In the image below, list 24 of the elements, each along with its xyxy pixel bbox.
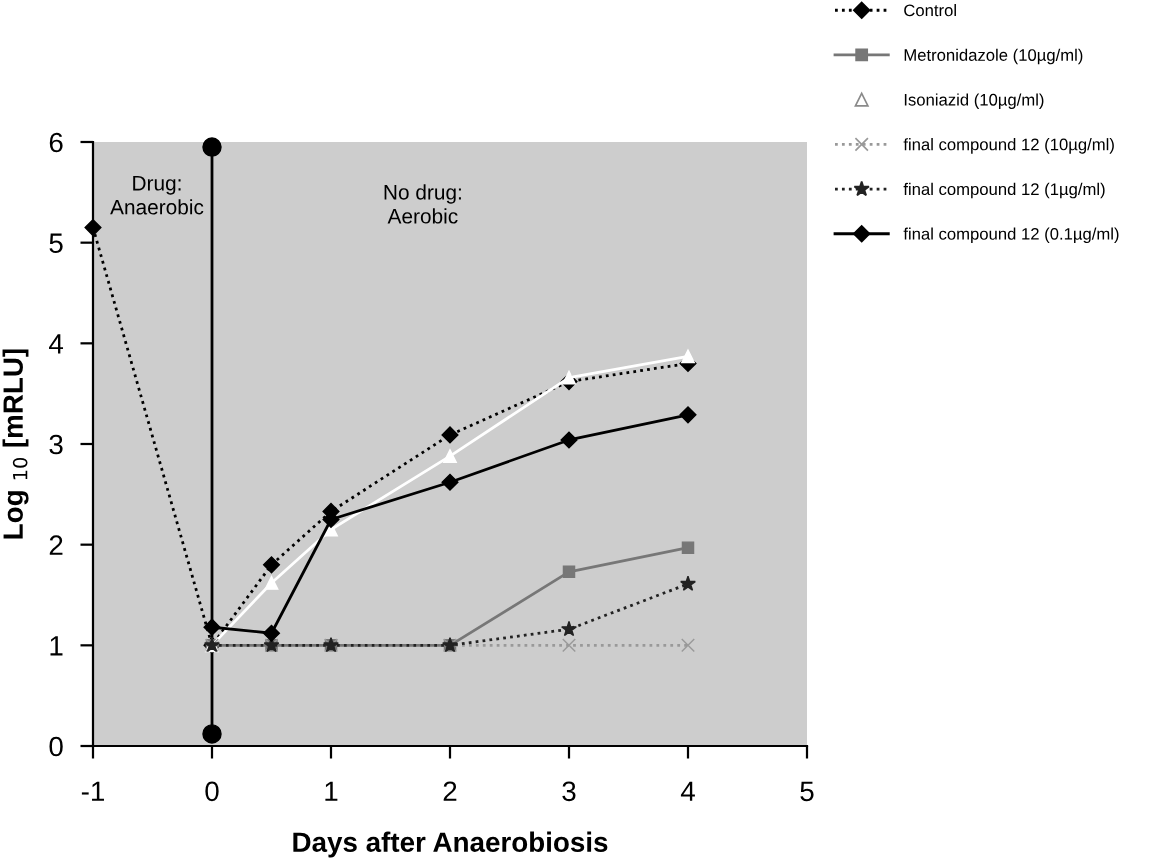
x-tick-label: -1 bbox=[81, 781, 104, 801]
x-tick-label: 2 bbox=[443, 781, 457, 801]
y-tick-label: 3 bbox=[49, 434, 63, 455]
legend-label: final compound 12 (0.1µg/ml) bbox=[903, 227, 1119, 244]
legend-label: Isoniazid (10µg/ml) bbox=[904, 93, 1044, 109]
legend-label: final compound 12 (10µg/ml) bbox=[903, 138, 1114, 154]
y-axis-title: Log $_{10}$ [mRLU] bbox=[2, 349, 29, 539]
x-tick-label: 1 bbox=[325, 781, 338, 801]
x-tick-label: 0 bbox=[205, 781, 219, 802]
x-tick-label: 3 bbox=[562, 781, 576, 802]
y-tick-label: 4 bbox=[49, 334, 64, 354]
y-tick-label: 1 bbox=[50, 636, 63, 656]
x-tick-label: 5 bbox=[800, 781, 814, 802]
y-tick-label: 6 bbox=[49, 132, 63, 153]
x-tick-label: 4 bbox=[680, 781, 695, 801]
legend-label: Metronidazole (10µg/ml) bbox=[904, 48, 1083, 65]
y-tick-label: 0 bbox=[49, 736, 63, 757]
legend-label: Control bbox=[904, 4, 956, 17]
legend-label: final compound 12 (1µg/ml) bbox=[903, 182, 1105, 199]
y-tick-label: 5 bbox=[49, 233, 63, 254]
annotation: Drug: Anaerobic bbox=[110, 176, 204, 215]
annotation: No drug: Aerobic bbox=[384, 184, 461, 224]
x-axis-title: Days after Anaerobiosis bbox=[293, 831, 608, 858]
y-tick-label: 2 bbox=[49, 535, 63, 555]
